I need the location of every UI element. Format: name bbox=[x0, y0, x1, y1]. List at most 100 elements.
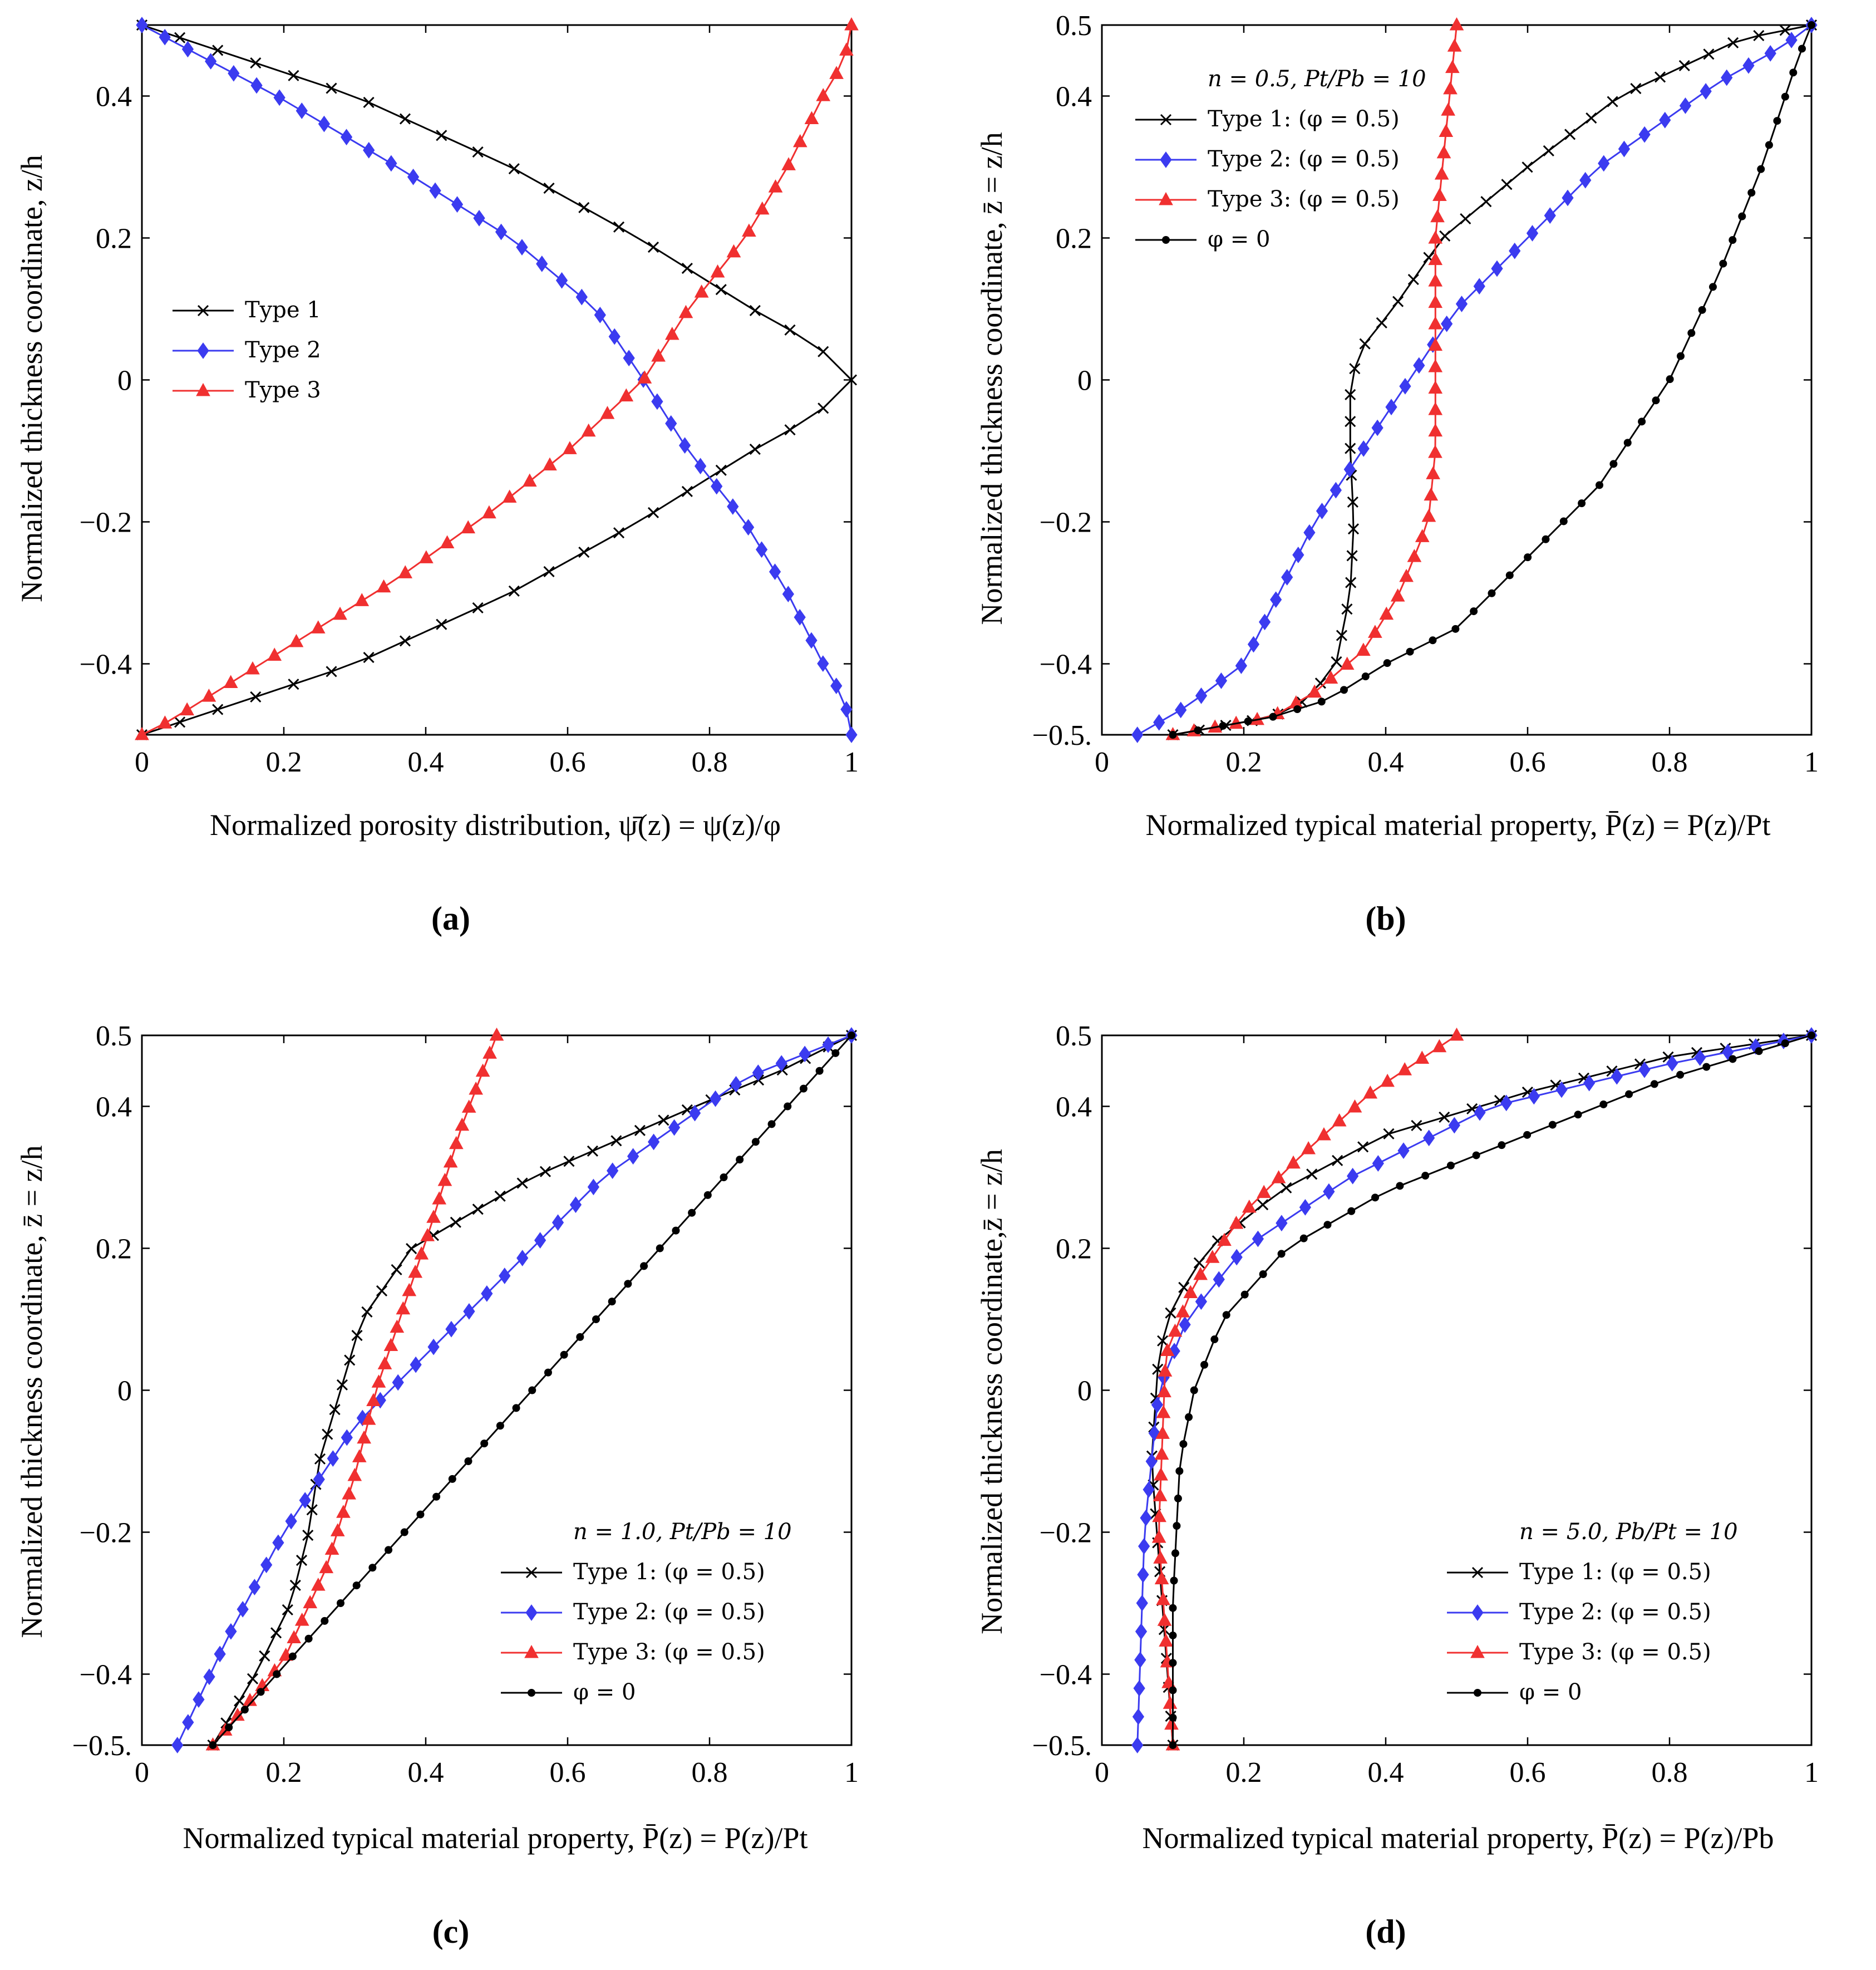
data-point bbox=[472, 1203, 484, 1215]
data-point bbox=[341, 1429, 353, 1446]
data-point bbox=[651, 348, 666, 362]
data-point bbox=[1423, 1129, 1435, 1147]
data-point bbox=[555, 272, 568, 289]
data-point bbox=[742, 223, 756, 237]
data-point bbox=[1779, 24, 1791, 36]
data-point bbox=[1445, 60, 1460, 73]
legend-marker bbox=[1470, 1644, 1485, 1658]
data-point bbox=[273, 89, 285, 106]
data-point bbox=[543, 183, 555, 194]
data-point bbox=[463, 1303, 475, 1320]
data-point bbox=[1210, 1335, 1219, 1344]
data-point bbox=[1179, 1440, 1188, 1448]
data-point bbox=[508, 585, 520, 597]
x-tick-label: 0.6 bbox=[1510, 1757, 1546, 1789]
data-point bbox=[376, 1285, 388, 1296]
data-point bbox=[299, 1492, 311, 1509]
x-tick-label: 1 bbox=[844, 746, 859, 778]
data-point bbox=[352, 1449, 367, 1462]
data-point bbox=[784, 1102, 792, 1111]
data-point bbox=[329, 1404, 341, 1416]
y-tick-label: −0.5. bbox=[1032, 1730, 1092, 1762]
data-point bbox=[326, 82, 337, 94]
data-point bbox=[240, 1706, 249, 1714]
data-point bbox=[784, 424, 796, 436]
data-point bbox=[1332, 1155, 1343, 1166]
data-point bbox=[247, 1673, 259, 1684]
data-point bbox=[1151, 1396, 1164, 1413]
data-point bbox=[1392, 296, 1404, 307]
y-tick-label: 0.5 bbox=[1056, 1020, 1092, 1052]
data-point bbox=[420, 1228, 435, 1241]
data-point bbox=[1357, 440, 1370, 457]
data-point bbox=[1143, 1481, 1155, 1498]
legend: Type 1 Type 2 Type 3 bbox=[173, 297, 321, 403]
data-point bbox=[1271, 1170, 1286, 1183]
data-point bbox=[1630, 82, 1642, 95]
data-point bbox=[1174, 1494, 1182, 1502]
data-point bbox=[451, 196, 464, 213]
legend-entry: Type 1: (φ = 0.5) bbox=[1208, 106, 1400, 132]
data-point bbox=[374, 1392, 386, 1409]
data-point bbox=[1781, 92, 1789, 101]
data-point bbox=[1222, 1311, 1230, 1319]
data-point bbox=[1638, 1061, 1651, 1078]
data-point bbox=[1152, 1509, 1166, 1522]
data-point bbox=[587, 1178, 600, 1196]
data-point bbox=[201, 689, 216, 702]
data-point bbox=[1439, 124, 1454, 137]
data-point bbox=[1314, 677, 1326, 689]
data-point bbox=[342, 1486, 356, 1500]
data-point bbox=[267, 647, 282, 661]
data-point bbox=[1132, 1708, 1145, 1725]
data-point bbox=[1371, 419, 1383, 436]
data-point bbox=[1447, 38, 1462, 52]
data-point bbox=[1555, 1081, 1568, 1098]
data-point bbox=[1564, 129, 1576, 140]
data-point bbox=[464, 1457, 472, 1465]
data-point bbox=[1449, 17, 1464, 31]
data-point bbox=[715, 464, 727, 476]
data-point bbox=[399, 635, 411, 647]
x-tick-label: 0.4 bbox=[1368, 1757, 1404, 1789]
data-point bbox=[1173, 1522, 1181, 1530]
y-tick-label: 0.2 bbox=[96, 1234, 132, 1265]
data-point bbox=[287, 1630, 302, 1644]
data-point bbox=[1131, 1737, 1144, 1753]
data-point bbox=[1343, 461, 1356, 478]
series-2 bbox=[171, 1027, 858, 1753]
x-tick-label: 0 bbox=[1095, 746, 1109, 778]
chart-panel-3: 0 0.2 0.4 0.6 0.8 1 −0.5. −0.4 −0.2 0 0.2 0.4 0.5 Nor… bbox=[15, 1020, 859, 1950]
data-point bbox=[212, 45, 224, 56]
legend: n = 1.0, Pt/Pb = 10 Type 1: (φ = 0.5) Type… bbox=[501, 1519, 792, 1705]
x-tick-label: 1 bbox=[1804, 1757, 1819, 1789]
data-point bbox=[1679, 97, 1692, 114]
data-point bbox=[1383, 1128, 1395, 1139]
data-point bbox=[1655, 71, 1666, 83]
data-point bbox=[1700, 83, 1712, 100]
x-axis-label: Normalized porosity distribution, ψ̄(z) … bbox=[210, 808, 781, 842]
data-point bbox=[482, 505, 496, 519]
data-point bbox=[1153, 1550, 1168, 1564]
data-point bbox=[1169, 1659, 1177, 1667]
data-point bbox=[1676, 1070, 1685, 1079]
data-point bbox=[361, 1306, 373, 1318]
data-point bbox=[1317, 697, 1326, 706]
data-point bbox=[363, 141, 375, 159]
data-point bbox=[1430, 209, 1445, 223]
data-point bbox=[1544, 207, 1556, 224]
data-point bbox=[1474, 1104, 1486, 1121]
data-point bbox=[385, 1546, 393, 1554]
legend-marker bbox=[1160, 151, 1172, 168]
data-point bbox=[1349, 363, 1361, 375]
data-point bbox=[1586, 112, 1597, 124]
data-point bbox=[337, 1599, 344, 1607]
data-point bbox=[1157, 1613, 1172, 1626]
data-point bbox=[1488, 589, 1496, 597]
series-4 bbox=[1169, 21, 1815, 739]
data-point bbox=[340, 129, 353, 146]
data-point bbox=[1345, 389, 1356, 401]
legend-title: n = 0.5, Pt/Pb = 10 bbox=[1208, 66, 1426, 92]
data-point bbox=[311, 1578, 326, 1591]
data-point bbox=[136, 17, 148, 33]
